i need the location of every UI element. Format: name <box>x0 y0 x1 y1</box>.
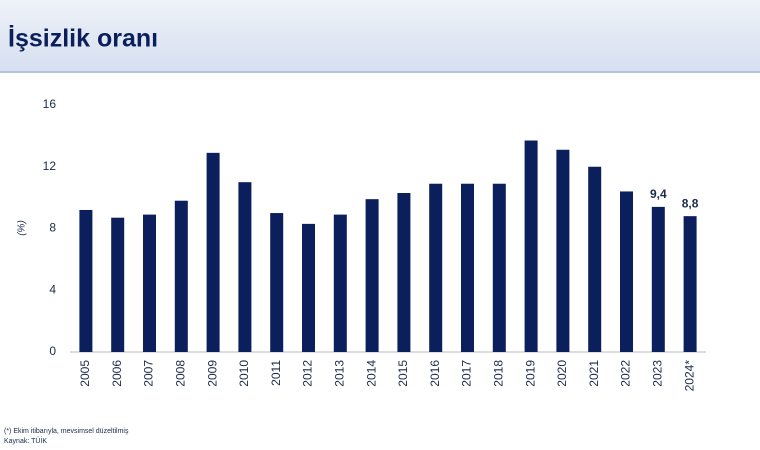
x-tick-label: 2019 <box>523 360 537 387</box>
bar <box>620 191 633 352</box>
x-tick-label: 2016 <box>428 360 442 387</box>
x-tick-label: 2021 <box>587 360 601 387</box>
x-tick-label: 2023 <box>650 360 664 387</box>
x-tick-label: 2010 <box>237 360 251 387</box>
bar <box>143 214 156 352</box>
x-tick-label: 2008 <box>173 360 187 387</box>
x-tick-label: 2009 <box>205 360 219 387</box>
chart-title: İşsizlik oranı <box>8 25 158 53</box>
bar <box>524 140 538 352</box>
x-tick-label: 2012 <box>301 360 315 387</box>
bar <box>238 182 252 352</box>
bar <box>683 216 697 352</box>
bar <box>174 200 188 352</box>
bar <box>492 183 506 352</box>
x-tick-label: 2024* <box>682 360 696 392</box>
y-tick-label: 0 <box>49 344 56 358</box>
bar <box>206 152 220 352</box>
y-tick-label: 4 <box>49 282 56 296</box>
data-label: 8,8 <box>682 196 699 210</box>
bar <box>302 223 315 352</box>
x-tick-label: 2018 <box>491 360 505 387</box>
x-tick-label: 2013 <box>332 360 346 387</box>
header-band <box>0 0 760 72</box>
bar <box>556 149 570 352</box>
bar <box>429 183 443 352</box>
y-tick-label: 12 <box>43 159 57 173</box>
x-tick-label: 2014 <box>364 360 378 387</box>
bar <box>111 217 125 352</box>
y-tick-label: 16 <box>43 97 57 111</box>
footnote: (*) Ekim itibarıyla, mevsimsel düzeltilm… <box>4 428 129 435</box>
y-tick-label: 8 <box>49 221 56 235</box>
footnote: Kaynak: TÜİK <box>4 436 47 445</box>
bar <box>651 206 665 352</box>
bar <box>397 192 411 352</box>
x-tick-label: 2017 <box>460 360 474 387</box>
bar <box>79 209 93 352</box>
y-axis-label: (%) <box>17 220 28 236</box>
bar <box>270 213 284 352</box>
x-tick-label: 2020 <box>555 360 569 387</box>
x-tick-label: 2005 <box>78 360 92 387</box>
x-tick-label: 2015 <box>396 360 410 387</box>
x-tick-label: 2011 <box>269 360 283 386</box>
bar <box>588 166 602 352</box>
data-label: 9,4 <box>650 187 667 201</box>
x-tick-label: 2006 <box>110 360 124 387</box>
bar <box>365 199 379 352</box>
x-tick-label: 2022 <box>619 360 633 387</box>
bar <box>461 183 474 352</box>
x-tick-label: 2007 <box>142 360 156 387</box>
bar <box>333 214 347 352</box>
